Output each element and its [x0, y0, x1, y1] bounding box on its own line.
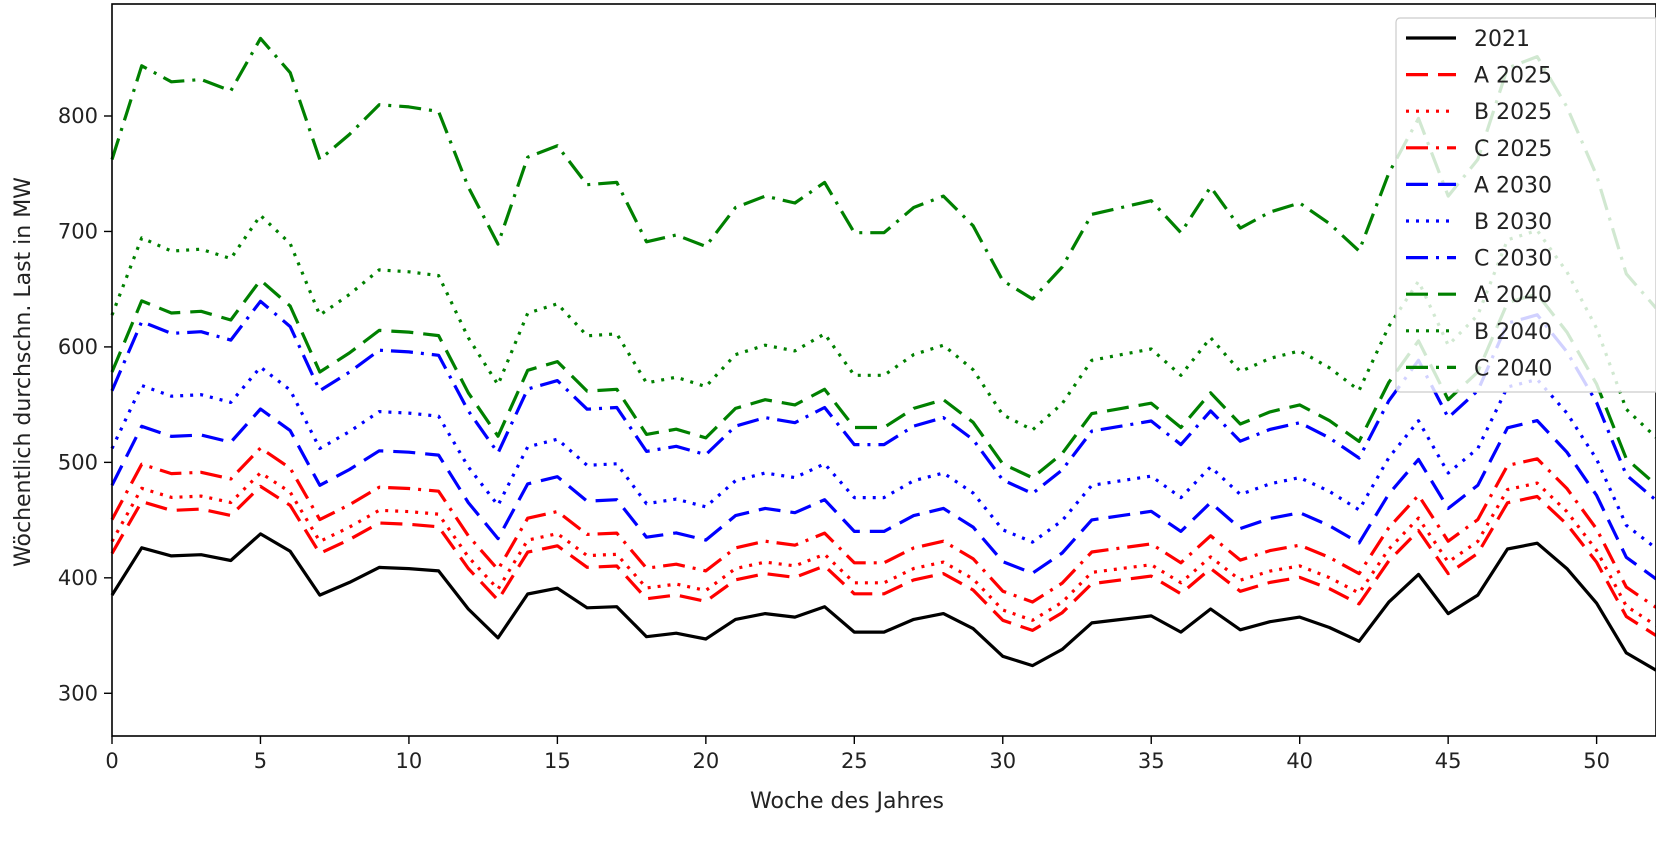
- legend-label: 2021: [1474, 27, 1530, 52]
- legend-entry: C 2025: [1406, 137, 1552, 162]
- series-line-c-2025: [110, 446, 1656, 609]
- y-tick-label: 500: [58, 450, 98, 474]
- legend-label: B 2025: [1474, 100, 1552, 125]
- x-tick-label: 10: [396, 749, 423, 773]
- legend-entry: 2021: [1406, 27, 1530, 52]
- legend-label: C 2030: [1474, 247, 1552, 272]
- legend-entry: B 2025: [1406, 100, 1552, 125]
- x-tick-label: 20: [692, 749, 719, 773]
- legend-box: [1395, 17, 1656, 393]
- legend-label: A 2030: [1474, 173, 1552, 198]
- legend-entry: B 2030: [1406, 210, 1552, 235]
- x-tick-label: 25: [841, 749, 868, 773]
- x-axis: 0 5 10 15 20 25 30 35 40 45 50: [105, 736, 1610, 773]
- legend-label: B 2040: [1474, 320, 1552, 345]
- legend: 2021 A 2025 B 2025 C 2025 A 2030 B 2030 C 2030…: [1395, 17, 1656, 393]
- x-axis-label: Woche des Jahres: [750, 789, 944, 814]
- legend-entry: A 2025: [1406, 64, 1552, 89]
- y-axis: 300 400 500 600 700 800: [58, 104, 112, 705]
- x-tick-label: 40: [1286, 749, 1313, 773]
- series-line-a-2025: [110, 484, 1656, 637]
- legend-entry: A 2040: [1406, 283, 1552, 308]
- y-tick-label: 400: [58, 566, 98, 590]
- legend-entry: B 2040: [1406, 320, 1552, 345]
- x-tick-label: 0: [105, 749, 118, 773]
- plot-frame: [111, 3, 1656, 737]
- x-tick-label: 45: [1435, 749, 1462, 773]
- y-tick-label: 600: [58, 335, 98, 359]
- y-tick-label: 800: [58, 104, 98, 128]
- legend-label: B 2030: [1474, 210, 1552, 235]
- x-tick-label: 15: [544, 749, 571, 773]
- legend-entry: C 2040: [1406, 356, 1552, 381]
- y-axis-label: Wöchentlich durchschn. Last in MW: [11, 177, 36, 567]
- legend-label: A 2025: [1474, 64, 1552, 89]
- series-line-a-2030: [110, 407, 1656, 581]
- y-tick-label: 700: [58, 219, 98, 243]
- x-tick-label: 5: [254, 749, 267, 773]
- series-line-b-2030: [110, 365, 1656, 550]
- series-line-b-2025: [110, 471, 1656, 627]
- legend-entry: C 2030: [1406, 247, 1552, 272]
- y-tick-label: 300: [58, 681, 98, 705]
- legend-label: C 2040: [1474, 356, 1552, 381]
- x-tick-label: 30: [989, 749, 1016, 773]
- legend-label: A 2040: [1474, 283, 1552, 308]
- legend-entry: A 2030: [1406, 173, 1552, 198]
- legend-label: C 2025: [1474, 137, 1552, 162]
- x-tick-label: 35: [1138, 749, 1165, 773]
- series-line-2021: [110, 532, 1656, 672]
- x-tick-label: 50: [1583, 749, 1610, 773]
